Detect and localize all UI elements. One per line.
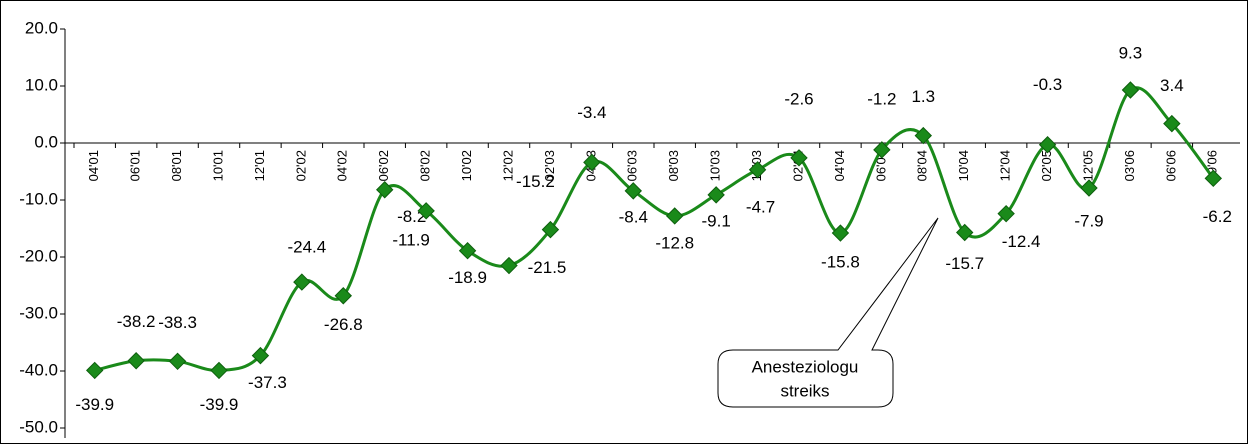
data-label: -15.2 bbox=[516, 172, 555, 191]
marker bbox=[168, 352, 187, 371]
data-label: -9.1 bbox=[701, 211, 730, 230]
x-tick-label: 02'03 bbox=[542, 150, 557, 181]
marker bbox=[251, 346, 270, 365]
marker bbox=[956, 223, 974, 242]
data-label: -7.9 bbox=[1074, 212, 1103, 231]
data-label: -38.2 bbox=[117, 312, 156, 331]
x-tick-label: 04'04 bbox=[832, 150, 847, 181]
y-tick-label: -40.0 bbox=[19, 360, 58, 379]
y-tick-label: -20.0 bbox=[19, 246, 58, 265]
x-tick-label: 10'02 bbox=[459, 150, 474, 181]
marker bbox=[831, 224, 850, 242]
x-tick-label: 04'02 bbox=[335, 150, 350, 181]
x-tick-label: 02'02 bbox=[293, 150, 308, 181]
marker bbox=[914, 126, 932, 145]
data-label: -1.2 bbox=[867, 89, 896, 108]
marker bbox=[1080, 179, 1098, 197]
y-tick-label: 10.0 bbox=[25, 75, 58, 94]
data-label: -21.5 bbox=[528, 258, 567, 277]
y-tick-label: -50.0 bbox=[19, 417, 58, 436]
x-tick-label: 02'05 bbox=[1039, 150, 1054, 181]
marker bbox=[127, 352, 145, 370]
data-label: -26.8 bbox=[324, 315, 363, 334]
data-label: -6.2 bbox=[1203, 207, 1232, 226]
marker bbox=[583, 153, 601, 172]
marker bbox=[790, 149, 808, 167]
annotation: Anesteziologu bbox=[752, 357, 859, 376]
x-tick-label: 08'01 bbox=[169, 150, 184, 181]
callout bbox=[717, 217, 939, 408]
data-label: -8.4 bbox=[619, 207, 648, 226]
y-tick-label: -30.0 bbox=[19, 303, 58, 322]
marker bbox=[624, 182, 642, 200]
x-tick-label: 06'03 bbox=[625, 150, 640, 181]
data-label: -15.7 bbox=[945, 254, 984, 273]
marker bbox=[1038, 136, 1057, 154]
x-tick-label: 06'02 bbox=[376, 150, 391, 181]
data-label: -12.8 bbox=[655, 233, 694, 252]
x-tick-label: 04'01 bbox=[86, 150, 101, 181]
data-label: -0.3 bbox=[1033, 75, 1062, 94]
marker bbox=[500, 256, 518, 275]
marker bbox=[541, 220, 560, 239]
x-tick-label: 08'03 bbox=[666, 150, 681, 181]
marker bbox=[873, 141, 891, 159]
data-label: 3.4 bbox=[1160, 76, 1184, 95]
x-tick-label: 12'01 bbox=[252, 150, 267, 181]
marker bbox=[417, 202, 435, 220]
marker bbox=[748, 161, 767, 179]
data-label: -18.9 bbox=[448, 268, 487, 287]
marker bbox=[86, 361, 104, 380]
data-label: -15.8 bbox=[821, 253, 860, 272]
y-tick-label: -10.0 bbox=[19, 189, 58, 208]
x-tick-label: 10'04 bbox=[956, 150, 971, 181]
marker bbox=[458, 242, 477, 260]
marker bbox=[293, 273, 311, 291]
marker bbox=[707, 186, 725, 204]
data-label: -4.7 bbox=[746, 197, 775, 216]
x-tick-label: 12'02 bbox=[500, 150, 515, 181]
x-tick-label: 08'04 bbox=[915, 150, 930, 181]
marker bbox=[334, 287, 352, 305]
x-tick-label: 12'04 bbox=[998, 150, 1013, 181]
data-label: -38.3 bbox=[158, 313, 197, 332]
data-label: 9.3 bbox=[1119, 43, 1143, 62]
marker bbox=[376, 181, 394, 199]
x-tick-label: 10'03 bbox=[708, 150, 723, 181]
x-tick-label: 06'01 bbox=[128, 150, 143, 181]
data-label: -12.4 bbox=[1002, 232, 1041, 251]
x-tick-label: 10'01 bbox=[210, 150, 225, 181]
x-tick-label: 12'05 bbox=[1080, 150, 1095, 181]
data-label: -3.4 bbox=[577, 103, 606, 122]
data-label: -39.9 bbox=[200, 395, 239, 414]
x-tick-label: 08'02 bbox=[418, 150, 433, 181]
data-label: 1.3 bbox=[911, 87, 935, 106]
marker bbox=[997, 204, 1015, 223]
data-label: -39.9 bbox=[75, 395, 114, 414]
annotation: streiks bbox=[780, 381, 829, 400]
marker bbox=[1204, 169, 1222, 188]
marker bbox=[666, 207, 684, 225]
y-tick-label: 0.0 bbox=[34, 132, 58, 151]
data-label: -2.6 bbox=[784, 89, 813, 108]
marker bbox=[1163, 114, 1181, 133]
data-label: -11.9 bbox=[392, 230, 430, 249]
data-label: -24.4 bbox=[287, 238, 326, 257]
y-tick-label: 20.0 bbox=[25, 18, 58, 37]
x-tick-label: 06'06 bbox=[1163, 150, 1178, 181]
marker bbox=[210, 361, 228, 380]
data-label: -37.3 bbox=[248, 373, 287, 392]
marker bbox=[1121, 81, 1140, 99]
x-tick-label: 03'06 bbox=[1122, 150, 1137, 181]
